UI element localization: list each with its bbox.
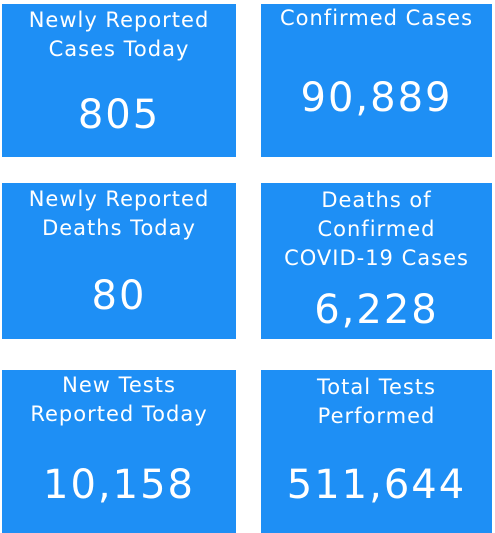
stat-tile: Newly Reported Deaths Today 80 <box>2 183 236 339</box>
tile-label: Cases Today <box>48 37 190 61</box>
tile-label: Newly Reported <box>28 8 210 32</box>
tile-label: New Tests <box>62 373 176 397</box>
tile-value: 90,889 <box>300 75 453 121</box>
tile-label: Newly Reported <box>28 187 210 211</box>
tile-label: Confirmed <box>317 217 436 241</box>
tile-label: Deaths Today <box>42 216 196 240</box>
tile-label: Deaths of <box>321 188 432 212</box>
tile-value: 511,644 <box>286 462 467 508</box>
tile-label: Reported Today <box>30 402 208 426</box>
tile-label: COVID-19 Cases <box>284 246 469 270</box>
stat-tile: New Tests Reported Today 10,158 <box>2 370 236 533</box>
tile-label: Total Tests <box>316 375 436 399</box>
tile-label: Performed <box>317 404 436 428</box>
tile-value: 10,158 <box>43 462 195 508</box>
stat-tile: Confirmed Cases 90,889 <box>261 4 492 157</box>
stat-tile: Deaths of Confirmed COVID-19 Cases 6,228 <box>261 183 492 339</box>
stat-tile: Newly Reported Cases Today 805 <box>2 4 236 157</box>
tile-label: Confirmed Cases <box>279 6 474 30</box>
stat-tile: Total Tests Performed 511,644 <box>261 370 492 533</box>
tile-value: 6,228 <box>314 287 439 333</box>
tile-value: 805 <box>77 92 161 138</box>
tile-value: 80 <box>91 273 147 319</box>
